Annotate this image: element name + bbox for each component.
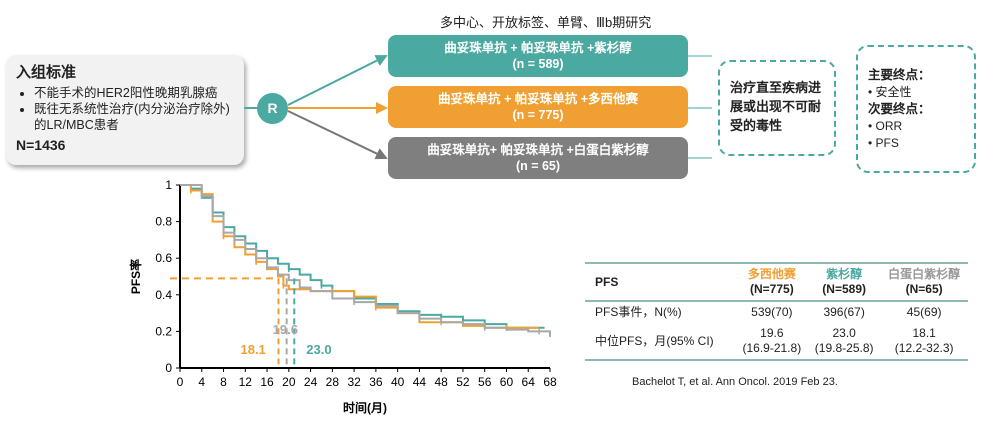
row-label: 中位PFS，月(95% CI) bbox=[595, 333, 714, 348]
x-tick-label: 8 bbox=[220, 375, 227, 389]
header-n: (N=65) bbox=[905, 282, 943, 296]
table-header-row: PFS 多西他赛 (N=775) 紫杉醇 (N=589) 白蛋白紫杉醇 (N=65) bbox=[585, 263, 968, 301]
x-tick-label: 68 bbox=[543, 375, 557, 389]
arm-label: 曲妥珠单抗+ 帕妥珠单抗 +白蛋白紫杉醇 bbox=[427, 143, 649, 157]
header-nab: 白蛋白紫杉醇 bbox=[888, 267, 961, 281]
x-tick-label: 56 bbox=[478, 375, 492, 389]
cell: 18.1 (12.2-32.3) bbox=[894, 326, 954, 355]
cell: 396(67) bbox=[823, 305, 865, 319]
km-chart: 0 4 8 12 16 20 24 28 32 36 40 44 48 52 56 60 64 6800.20.4… bbox=[128, 178, 557, 415]
x-tick-label: 36 bbox=[369, 375, 383, 389]
table-row: 中位PFS，月(95% CI) 19.6 (16.9-21.8) 23.0 (19.… bbox=[585, 323, 968, 360]
y-tick-label: 0 bbox=[165, 361, 172, 375]
x-tick-label: 28 bbox=[326, 375, 340, 389]
cell: 23.0 (19.8-25.8) bbox=[814, 326, 874, 355]
x-axis-label: 时间(月) bbox=[343, 400, 387, 415]
primary-endpoint: • 安全性 bbox=[868, 85, 912, 99]
endpoints-box: 主要终点： • 安全性 次要终点： • ORR • PFS bbox=[856, 45, 976, 173]
y-tick-label: 0.4 bbox=[155, 288, 172, 302]
inclusion-criteria-box: 入组标准 不能手术的HER2阳性晚期乳腺癌 既往无系统性治疗(内分泌治疗除外)的… bbox=[6, 55, 244, 165]
header-paclitaxel: 紫杉醇 bbox=[826, 267, 863, 281]
x-tick-label: 32 bbox=[347, 375, 361, 389]
arm-n: (n = 589) bbox=[512, 57, 564, 71]
x-tick-label: 48 bbox=[434, 375, 448, 389]
x-tick-label: 12 bbox=[239, 375, 253, 389]
y-tick-label: 1 bbox=[165, 178, 172, 192]
randomization-node: R bbox=[257, 93, 288, 124]
y-tick-label: 0.2 bbox=[155, 324, 172, 338]
arm-paclitaxel: 曲妥珠单抗 + 帕妥珠单抗 +紫杉醇 (n = 589) bbox=[388, 35, 688, 77]
x-tick-label: 20 bbox=[282, 375, 296, 389]
arm-label: 曲妥珠单抗 + 帕妥珠单抗 +多西他赛 bbox=[437, 92, 639, 106]
header-n: (N=775) bbox=[750, 282, 794, 296]
median-label: 23.0 bbox=[306, 342, 331, 357]
y-axis-label: PFS率 bbox=[128, 259, 143, 294]
arm-nab-paclitaxel: 曲妥珠单抗+ 帕妥珠单抗 +白蛋白紫杉醇 (n = 65) bbox=[388, 137, 688, 179]
total-n: N=1436 bbox=[16, 137, 66, 153]
secondary-endpoint-label: 次要终点： bbox=[868, 102, 931, 116]
median-label: 18.1 bbox=[240, 342, 265, 357]
flow-arrows bbox=[244, 55, 712, 160]
km-curve-紫杉醇 bbox=[180, 184, 545, 329]
header-docetaxel: 多西他赛 bbox=[747, 267, 796, 281]
arm-n: (n = 65) bbox=[515, 159, 561, 173]
inclusion-item: 既往无系统性治疗(内分泌治疗除外)的LR/MBC患者 bbox=[34, 101, 234, 133]
pfs-table: PFS 多西他赛 (N=775) 紫杉醇 (N=589) 白蛋白紫杉醇 (N=65) … bbox=[585, 262, 968, 361]
secondary-endpoint: • ORR bbox=[868, 119, 903, 133]
arm-label: 曲妥珠单抗 + 帕妥珠单抗 +紫杉醇 bbox=[444, 41, 632, 55]
primary-endpoint-label: 主要终点： bbox=[868, 68, 931, 82]
arm-docetaxel: 曲妥珠单抗 + 帕妥珠单抗 +多西他赛 (n = 775) bbox=[388, 86, 688, 128]
row-label: PFS事件，N(%) bbox=[595, 305, 682, 319]
y-tick-label: 0.8 bbox=[155, 215, 172, 229]
x-tick-label: 4 bbox=[198, 375, 205, 389]
x-tick-label: 64 bbox=[522, 375, 536, 389]
table-row: PFS事件，N(%) 539(70) 396(67) 45(69) bbox=[585, 301, 968, 323]
header-pfs: PFS bbox=[595, 274, 619, 289]
x-tick-label: 60 bbox=[500, 375, 514, 389]
x-tick-label: 16 bbox=[260, 375, 274, 389]
cell: 539(70) bbox=[751, 305, 793, 319]
treatment-duration-box: 治疗直至疾病进展或出现不可耐受的毒性 bbox=[718, 60, 836, 156]
secondary-endpoint: • PFS bbox=[868, 136, 899, 150]
arm-n: (n = 775) bbox=[512, 108, 564, 122]
header-n: (N=589) bbox=[822, 282, 866, 296]
km-curve-多西他赛 bbox=[180, 184, 540, 329]
inclusion-item: 不能手术的HER2阳性晚期乳腺癌 bbox=[34, 85, 234, 101]
x-tick-label: 44 bbox=[413, 375, 427, 389]
x-tick-label: 52 bbox=[456, 375, 470, 389]
km-curve-白蛋白紫杉醇 bbox=[180, 184, 551, 337]
x-tick-label: 40 bbox=[391, 375, 405, 389]
inclusion-title: 入组标准 bbox=[16, 64, 77, 81]
median-label: 19.6 bbox=[273, 322, 298, 337]
x-tick-label: 24 bbox=[304, 375, 318, 389]
y-tick-label: 0.6 bbox=[155, 251, 172, 265]
cell: 45(69) bbox=[906, 305, 942, 319]
cell: 19.6 (16.9-21.8) bbox=[742, 326, 802, 355]
x-tick-label: 0 bbox=[177, 375, 184, 389]
citation: Bachelot T, et al. Ann Oncol. 2019 Feb 2… bbox=[632, 376, 838, 388]
study-design-label: 多中心、开放标签、单臂、Ⅲb期研究 bbox=[440, 15, 652, 30]
